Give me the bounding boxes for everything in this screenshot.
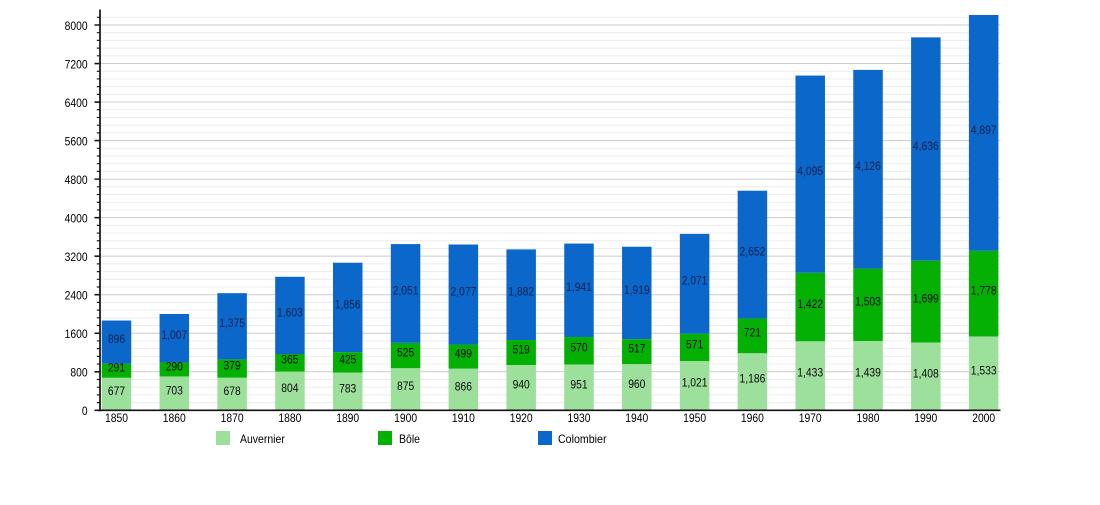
svg-text:4800: 4800 — [65, 173, 88, 187]
svg-text:804: 804 — [281, 381, 298, 395]
svg-text:800: 800 — [70, 366, 87, 380]
svg-text:1,503: 1,503 — [855, 295, 881, 309]
svg-text:1,408: 1,408 — [913, 366, 939, 380]
svg-text:425: 425 — [339, 352, 356, 366]
svg-text:571: 571 — [686, 337, 703, 351]
svg-text:365: 365 — [281, 353, 298, 367]
svg-text:517: 517 — [628, 342, 645, 356]
svg-text:1,941: 1,941 — [566, 280, 592, 294]
svg-text:1860: 1860 — [163, 411, 186, 425]
svg-text:1,919: 1,919 — [624, 283, 650, 297]
svg-text:783: 783 — [339, 381, 356, 395]
svg-text:1890: 1890 — [336, 411, 359, 425]
svg-text:1,375: 1,375 — [219, 316, 245, 330]
svg-text:866: 866 — [455, 379, 472, 393]
svg-text:1930: 1930 — [568, 411, 591, 425]
svg-text:1600: 1600 — [65, 327, 88, 341]
svg-text:875: 875 — [397, 379, 414, 393]
svg-text:1950: 1950 — [683, 411, 706, 425]
svg-text:6400: 6400 — [65, 96, 88, 110]
svg-text:1,699: 1,699 — [913, 292, 939, 306]
svg-text:960: 960 — [628, 377, 645, 391]
svg-text:4,126: 4,126 — [855, 159, 881, 173]
svg-text:1,021: 1,021 — [682, 376, 708, 390]
svg-text:4,636: 4,636 — [913, 139, 939, 153]
svg-text:2400: 2400 — [65, 289, 88, 303]
svg-text:2,071: 2,071 — [682, 274, 708, 288]
svg-text:1960: 1960 — [741, 411, 764, 425]
svg-text:4,897: 4,897 — [971, 123, 997, 137]
svg-text:703: 703 — [166, 383, 183, 397]
svg-text:1,422: 1,422 — [797, 297, 823, 311]
svg-text:1880: 1880 — [278, 411, 301, 425]
svg-text:570: 570 — [570, 341, 587, 355]
svg-text:678: 678 — [224, 384, 241, 398]
svg-text:0: 0 — [82, 404, 88, 418]
svg-text:1910: 1910 — [452, 411, 475, 425]
svg-text:896: 896 — [108, 332, 125, 346]
svg-text:3200: 3200 — [65, 250, 88, 264]
svg-text:2000: 2000 — [972, 411, 995, 425]
svg-text:379: 379 — [224, 358, 241, 372]
svg-text:2,652: 2,652 — [740, 245, 766, 259]
svg-text:1990: 1990 — [914, 411, 937, 425]
svg-text:8000: 8000 — [65, 19, 88, 33]
svg-text:5600: 5600 — [65, 134, 88, 148]
svg-text:1,007: 1,007 — [161, 328, 187, 342]
svg-text:1,603: 1,603 — [277, 305, 303, 319]
svg-text:1980: 1980 — [857, 411, 880, 425]
svg-text:940: 940 — [513, 378, 530, 392]
svg-text:2,051: 2,051 — [393, 283, 419, 297]
svg-text:Colombier: Colombier — [558, 432, 607, 446]
svg-text:1,856: 1,856 — [335, 297, 361, 311]
svg-text:7200: 7200 — [65, 57, 88, 71]
svg-text:1,778: 1,778 — [971, 284, 997, 298]
svg-text:1940: 1940 — [625, 411, 648, 425]
svg-text:1870: 1870 — [221, 411, 244, 425]
svg-text:290: 290 — [166, 359, 183, 373]
svg-text:951: 951 — [570, 377, 587, 391]
svg-text:1,439: 1,439 — [855, 366, 881, 380]
svg-text:1850: 1850 — [105, 411, 128, 425]
svg-text:4000: 4000 — [65, 211, 88, 225]
svg-text:1,186: 1,186 — [740, 372, 766, 386]
svg-text:Auvernier: Auvernier — [240, 432, 285, 446]
svg-text:677: 677 — [108, 384, 125, 398]
svg-text:1,882: 1,882 — [508, 285, 534, 299]
svg-text:291: 291 — [108, 361, 125, 375]
svg-text:1900: 1900 — [394, 411, 417, 425]
svg-text:721: 721 — [744, 326, 761, 340]
svg-text:499: 499 — [455, 347, 472, 361]
svg-text:2,077: 2,077 — [451, 284, 477, 298]
svg-text:1970: 1970 — [799, 411, 822, 425]
svg-text:4,095: 4,095 — [797, 164, 823, 178]
svg-text:519: 519 — [513, 342, 530, 356]
svg-text:Bôle: Bôle — [399, 432, 420, 446]
svg-text:1,533: 1,533 — [971, 363, 997, 377]
svg-text:525: 525 — [397, 345, 414, 359]
svg-text:1,433: 1,433 — [797, 366, 823, 380]
svg-text:1920: 1920 — [510, 411, 533, 425]
